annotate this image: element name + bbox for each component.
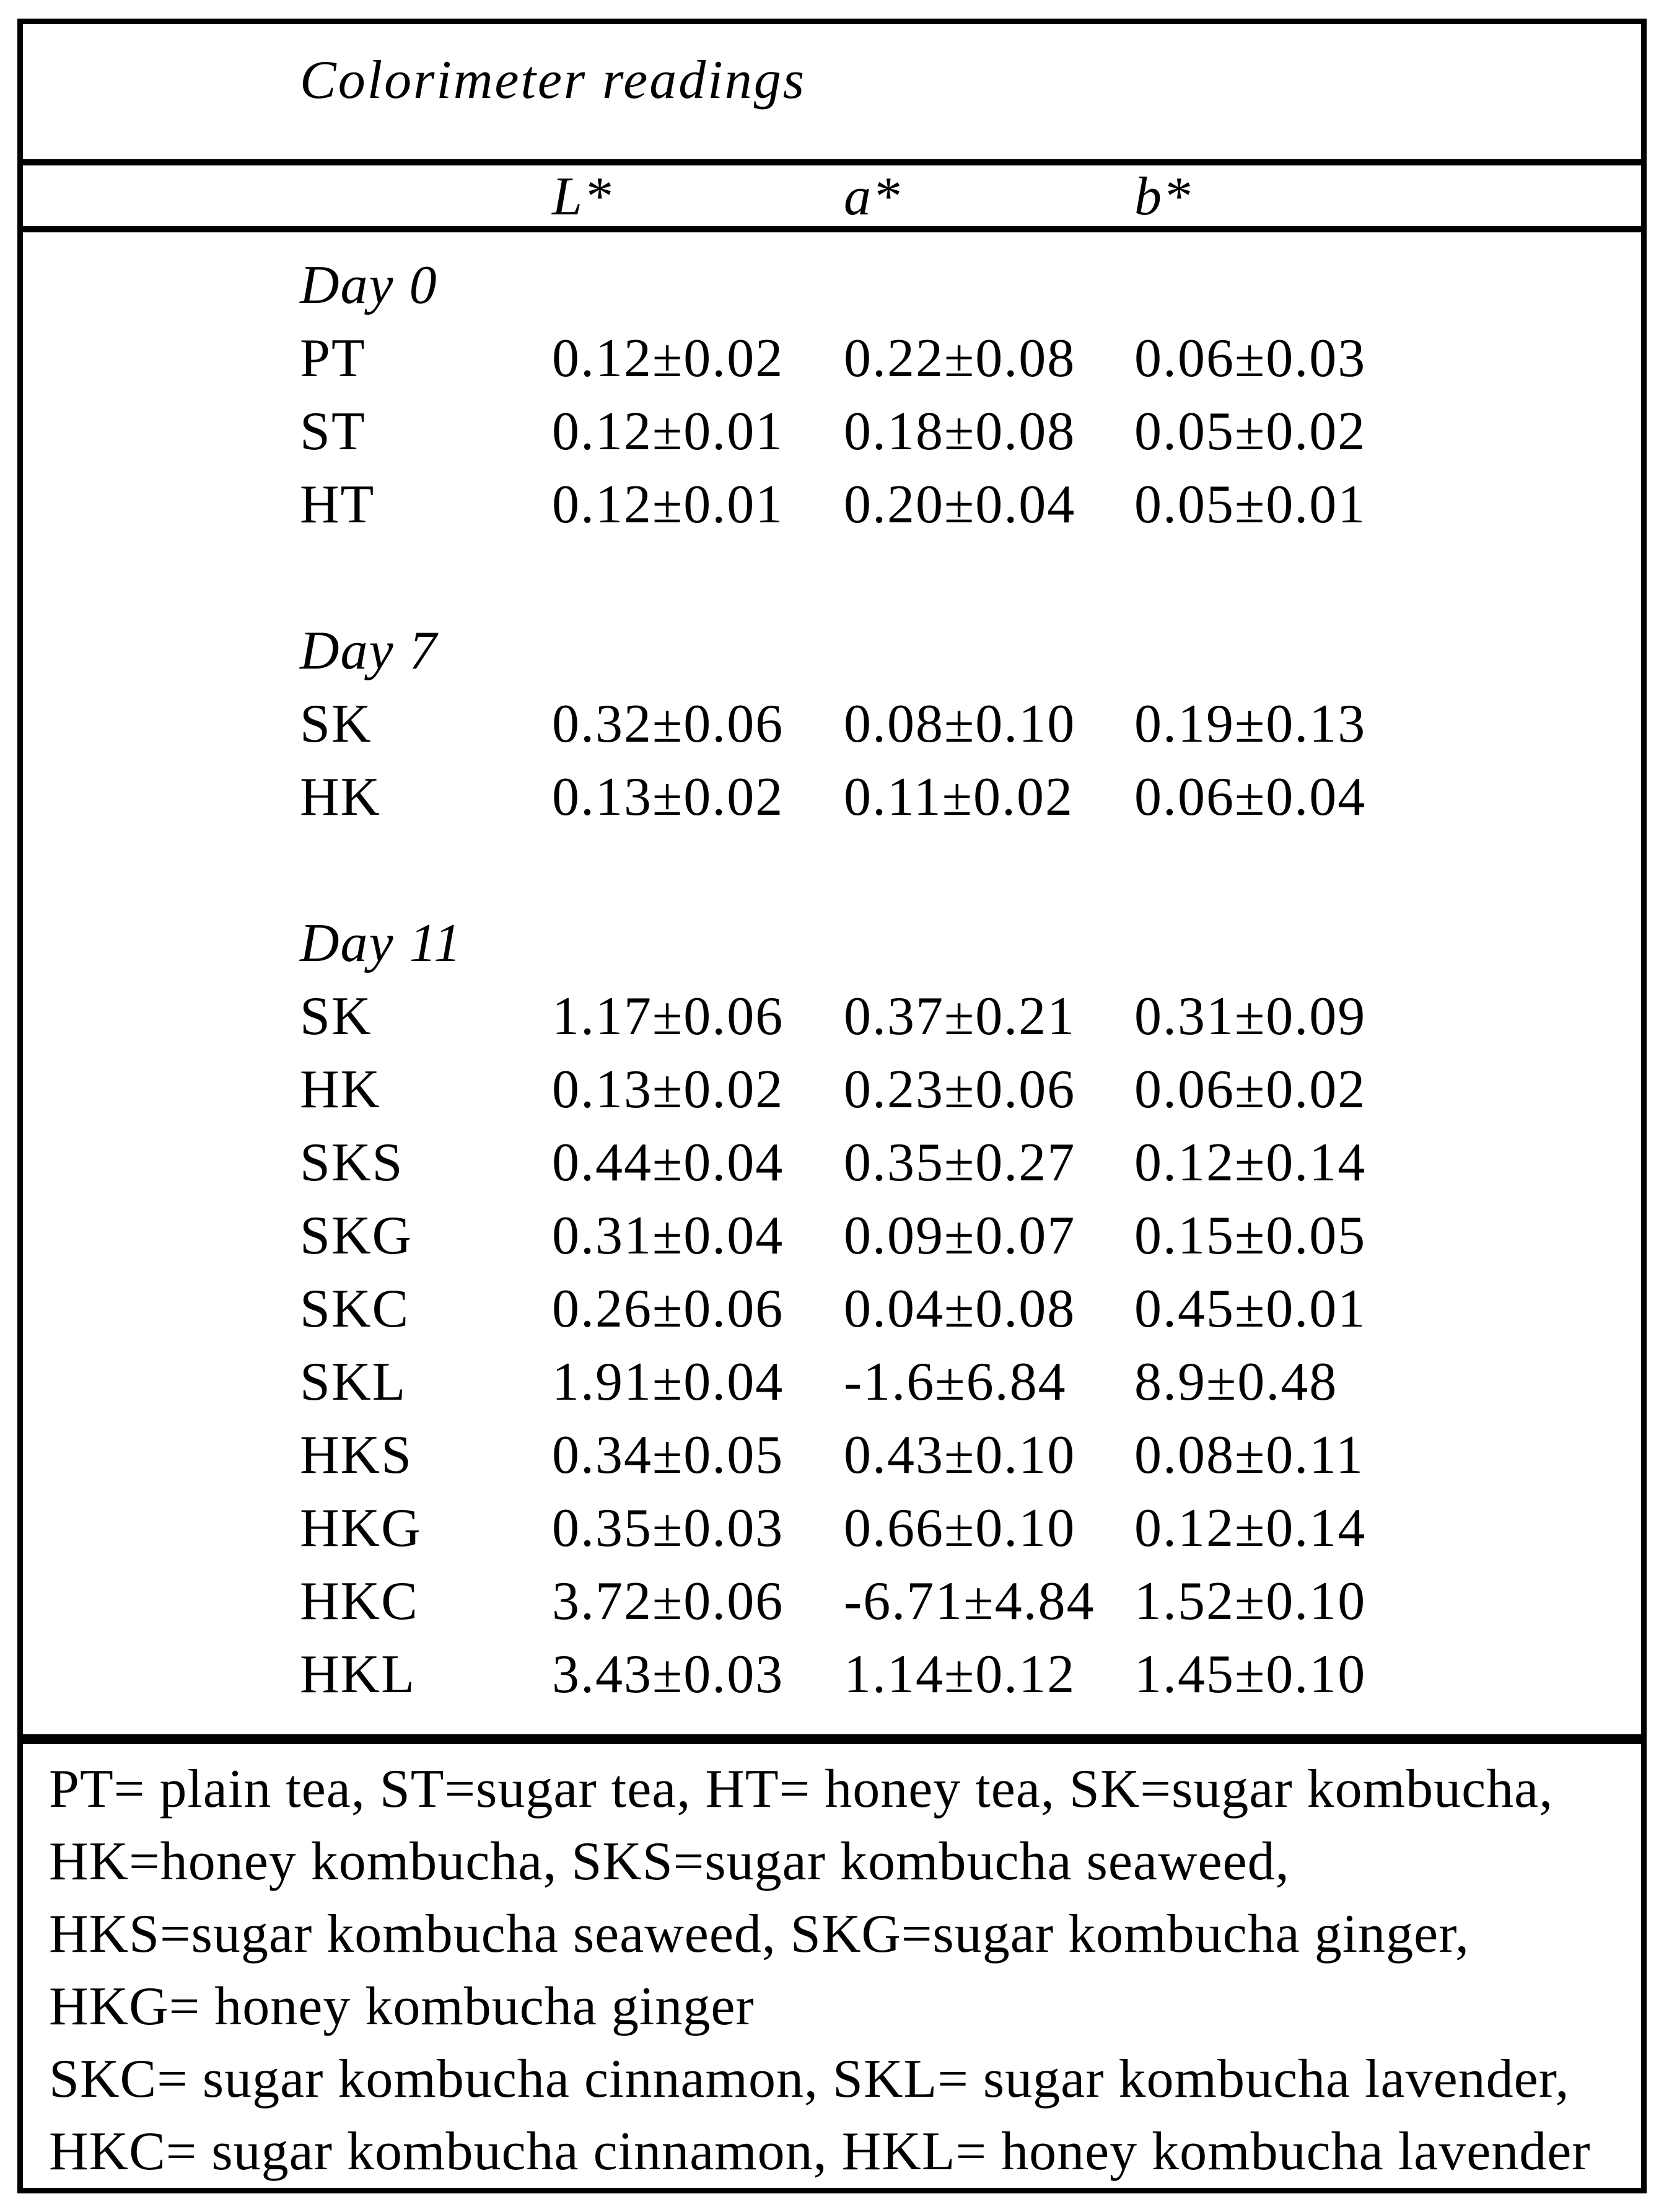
table-row-hkl: HKL 3.43±0.03 1.14±0.12 1.45±0.10 bbox=[23, 1638, 1641, 1711]
day-header-day0: Day 0 bbox=[23, 248, 1641, 322]
day-label: Day 11 bbox=[300, 913, 463, 973]
day-label: Day 7 bbox=[300, 620, 438, 681]
cell-L: 0.31±0.04 bbox=[552, 1205, 784, 1266]
cell-b: 0.12±0.14 bbox=[1134, 1498, 1367, 1558]
cell-b: 1.45±0.10 bbox=[1134, 1644, 1367, 1705]
table-row-hks: HKS 0.34±0.05 0.43±0.10 0.08±0.11 bbox=[23, 1418, 1641, 1491]
table-row-pt: PT 0.12±0.02 0.22±0.08 0.06±0.03 bbox=[23, 322, 1641, 395]
cell-L: 0.32±0.06 bbox=[552, 693, 784, 754]
cell-label: SKL bbox=[300, 1351, 407, 1412]
cell-a: 0.43±0.10 bbox=[844, 1424, 1076, 1485]
cell-a: 0.18±0.08 bbox=[844, 401, 1076, 462]
cell-label: SKC bbox=[300, 1278, 410, 1339]
cell-label: HKL bbox=[300, 1644, 416, 1705]
table-title-row: Colorimeter readings bbox=[23, 24, 1641, 165]
cell-b: 8.9±0.48 bbox=[1134, 1351, 1338, 1412]
cell-L: 0.34±0.05 bbox=[552, 1424, 784, 1485]
cell-label: HK bbox=[300, 766, 382, 827]
table-frame: Colorimeter readings L* a* b* Day 0 PT 0… bbox=[17, 19, 1647, 2193]
table-row-day7-sk: SK 0.32±0.06 0.08±0.10 0.19±0.13 bbox=[23, 687, 1641, 760]
footnote-line: PT= plain tea, ST=sugar tea, HT= honey t… bbox=[49, 1759, 1554, 1819]
table-title: Colorimeter readings bbox=[300, 50, 806, 110]
table-row-skc: SKC 0.26±0.06 0.04±0.08 0.45±0.01 bbox=[23, 1272, 1641, 1345]
cell-a: 0.66±0.10 bbox=[844, 1498, 1076, 1558]
day-label: Day 0 bbox=[300, 255, 438, 315]
cell-L: 0.35±0.03 bbox=[552, 1498, 784, 1558]
cell-label: HKG bbox=[300, 1498, 422, 1558]
cell-a: 0.11±0.02 bbox=[844, 766, 1074, 827]
footnote-line: HKS=sugar kombucha seaweed, SKG=sugar ko… bbox=[49, 1904, 1470, 1964]
cell-b: 0.31±0.09 bbox=[1134, 986, 1367, 1047]
cell-label: ST bbox=[300, 401, 366, 462]
cell-label: PT bbox=[300, 328, 366, 388]
cell-a: 0.09±0.07 bbox=[844, 1205, 1076, 1266]
column-header-row: L* a* b* bbox=[23, 165, 1641, 232]
table-row-day11-hk: HK 0.13±0.02 0.23±0.06 0.06±0.02 bbox=[23, 1053, 1641, 1126]
cell-b: 0.15±0.05 bbox=[1134, 1205, 1367, 1266]
cell-label: HK bbox=[300, 1059, 382, 1120]
table-row-st: ST 0.12±0.01 0.18±0.08 0.05±0.02 bbox=[23, 395, 1641, 468]
cell-L: 0.12±0.02 bbox=[552, 328, 784, 388]
cell-L: 0.13±0.02 bbox=[552, 766, 784, 827]
footnote-line: HKG= honey kombucha ginger bbox=[49, 1977, 755, 2037]
table-row-hkc: HKC 3.72±0.06 -6.71±4.84 1.52±0.10 bbox=[23, 1565, 1641, 1638]
cell-b: 0.19±0.13 bbox=[1134, 693, 1367, 754]
cell-b: 0.08±0.11 bbox=[1134, 1424, 1365, 1485]
cell-b: 0.45±0.01 bbox=[1134, 1278, 1367, 1339]
day-header-day7: Day 7 bbox=[23, 614, 1641, 687]
cell-label: HKS bbox=[300, 1424, 413, 1485]
cell-label: HT bbox=[300, 474, 375, 535]
cell-L: 0.12±0.01 bbox=[552, 474, 784, 535]
cell-L: 1.91±0.04 bbox=[552, 1351, 784, 1412]
table-row-day7-hk: HK 0.13±0.02 0.11±0.02 0.06±0.04 bbox=[23, 760, 1641, 833]
abbreviation-footnote: PT= plain tea, ST=sugar tea, HT= honey t… bbox=[23, 1734, 1641, 2188]
footnote-line: HK=honey kombucha, SKS=sugar kombucha se… bbox=[49, 1832, 1290, 1892]
day-header-day11: Day 11 bbox=[23, 906, 1641, 980]
cell-a: -6.71±4.84 bbox=[844, 1571, 1095, 1631]
cell-L: 0.44±0.04 bbox=[552, 1132, 784, 1193]
cell-b: 1.52±0.10 bbox=[1134, 1571, 1367, 1631]
cell-a: 0.35±0.27 bbox=[844, 1132, 1076, 1193]
cell-label: SKS bbox=[300, 1132, 404, 1193]
cell-L: 3.72±0.06 bbox=[552, 1571, 784, 1631]
table-row-sks: SKS 0.44±0.04 0.35±0.27 0.12±0.14 bbox=[23, 1126, 1641, 1199]
column-header-L: L* bbox=[552, 167, 612, 227]
cell-a: -1.6±6.84 bbox=[844, 1351, 1067, 1412]
cell-a: 0.04±0.08 bbox=[844, 1278, 1076, 1339]
cell-L: 0.26±0.06 bbox=[552, 1278, 784, 1339]
cell-b: 0.12±0.14 bbox=[1134, 1132, 1367, 1193]
cell-L: 0.13±0.02 bbox=[552, 1059, 784, 1120]
cell-b: 0.06±0.04 bbox=[1134, 766, 1367, 827]
cell-a: 0.23±0.06 bbox=[844, 1059, 1076, 1120]
table-body: Day 0 PT 0.12±0.02 0.22±0.08 0.06±0.03 S… bbox=[23, 232, 1641, 1734]
cell-L: 0.12±0.01 bbox=[552, 401, 784, 462]
cell-label: SK bbox=[300, 693, 372, 754]
cell-a: 0.37±0.21 bbox=[844, 986, 1076, 1047]
table-row-day11-sk: SK 1.17±0.06 0.37±0.21 0.31±0.09 bbox=[23, 980, 1641, 1053]
table-row-skg: SKG 0.31±0.04 0.09±0.07 0.15±0.05 bbox=[23, 1199, 1641, 1272]
cell-b: 0.05±0.01 bbox=[1134, 474, 1367, 535]
cell-a: 0.22±0.08 bbox=[844, 328, 1076, 388]
table-row-hkg: HKG 0.35±0.03 0.66±0.10 0.12±0.14 bbox=[23, 1491, 1641, 1565]
cell-a: 0.08±0.10 bbox=[844, 693, 1076, 754]
footnote-line: HKC= sugar kombucha cinnamon, HKL= honey… bbox=[49, 2122, 1591, 2182]
cell-a: 0.20±0.04 bbox=[844, 474, 1076, 535]
cell-label: HKC bbox=[300, 1571, 419, 1631]
cell-label: SKG bbox=[300, 1205, 413, 1266]
cell-L: 1.17±0.06 bbox=[552, 986, 784, 1047]
table-row-ht: HT 0.12±0.01 0.20±0.04 0.05±0.01 bbox=[23, 468, 1641, 541]
section-gap bbox=[23, 541, 1641, 614]
footnote-line: SKC= sugar kombucha cinnamon, SKL= sugar… bbox=[49, 2049, 1570, 2109]
cell-L: 3.43±0.03 bbox=[552, 1644, 784, 1705]
cell-b: 0.05±0.02 bbox=[1134, 401, 1367, 462]
column-header-a: a* bbox=[844, 167, 901, 227]
cell-b: 0.06±0.03 bbox=[1134, 328, 1367, 388]
table-row-skl: SKL 1.91±0.04 -1.6±6.84 8.9±0.48 bbox=[23, 1345, 1641, 1418]
cell-a: 1.14±0.12 bbox=[844, 1644, 1076, 1705]
section-gap bbox=[23, 833, 1641, 906]
column-header-b: b* bbox=[1134, 167, 1191, 227]
cell-b: 0.06±0.02 bbox=[1134, 1059, 1367, 1120]
cell-label: SK bbox=[300, 986, 372, 1047]
